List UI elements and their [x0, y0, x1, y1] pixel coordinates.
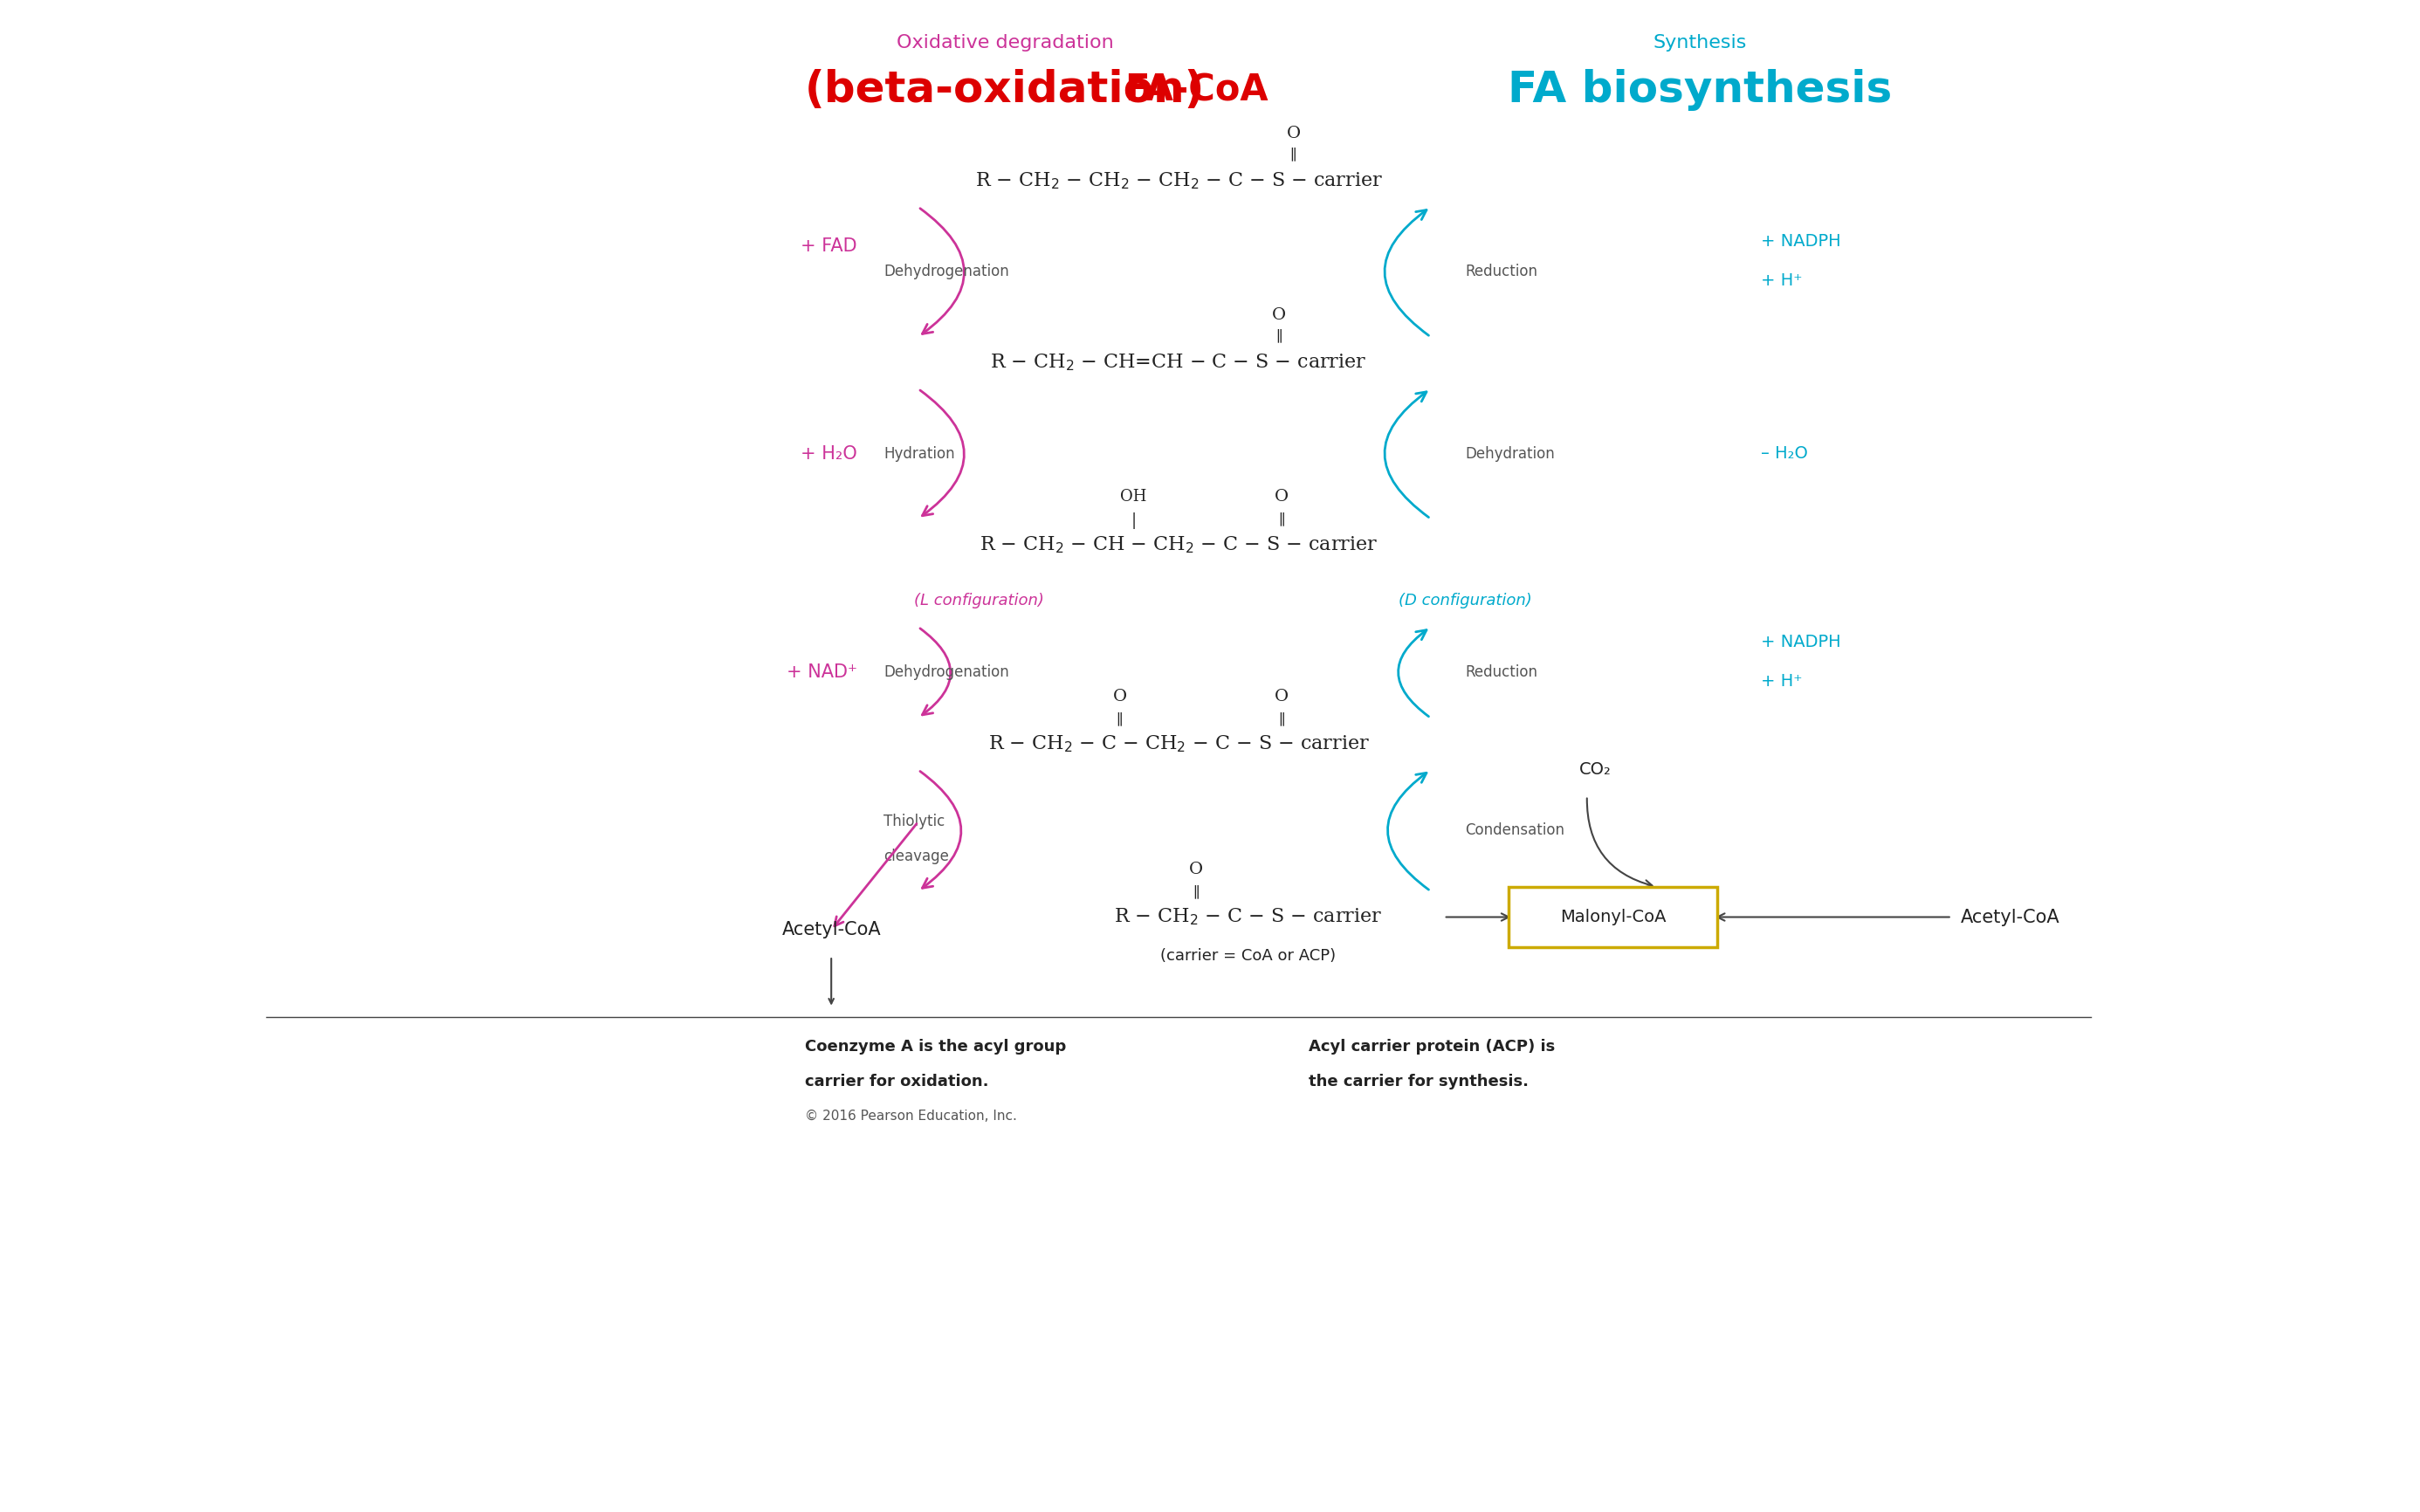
Text: R $-$ CH$_2$ $-$ C $-$ S $-$ carrier: R $-$ CH$_2$ $-$ C $-$ S $-$ carrier	[1113, 907, 1382, 927]
Text: Oxidative degradation: Oxidative degradation	[895, 33, 1113, 51]
FancyArrowPatch shape	[920, 771, 961, 888]
Text: the carrier for synthesis.: the carrier for synthesis.	[1309, 1074, 1529, 1090]
Text: |: |	[1130, 513, 1137, 529]
Text: + NADPH: + NADPH	[1762, 233, 1842, 249]
Text: + NAD⁺: + NAD⁺	[786, 664, 857, 682]
Text: Acetyl-CoA: Acetyl-CoA	[1960, 909, 2059, 925]
FancyArrowPatch shape	[1447, 913, 1508, 921]
Text: ∥: ∥	[1116, 712, 1123, 727]
FancyArrowPatch shape	[1588, 798, 1653, 888]
FancyArrowPatch shape	[920, 390, 963, 516]
Text: + FAD: + FAD	[801, 237, 857, 254]
Text: Dehydrogenation: Dehydrogenation	[883, 665, 1009, 680]
Text: CO₂: CO₂	[1580, 762, 1612, 779]
Text: ∥: ∥	[1278, 513, 1285, 528]
Text: © 2016 Pearson Education, Inc.: © 2016 Pearson Education, Inc.	[806, 1110, 1016, 1123]
Text: + H₂O: + H₂O	[801, 445, 857, 463]
Text: O: O	[1270, 307, 1285, 324]
Text: carrier for oxidation.: carrier for oxidation.	[806, 1074, 990, 1090]
Text: Malonyl-CoA: Malonyl-CoA	[1561, 909, 1665, 925]
Text: Dehydration: Dehydration	[1467, 446, 1556, 461]
Text: ∥: ∥	[1275, 330, 1283, 345]
Text: (L configuration): (L configuration)	[915, 593, 1043, 609]
FancyArrowPatch shape	[1399, 631, 1428, 717]
Text: ∥: ∥	[1193, 886, 1200, 900]
Text: (D configuration): (D configuration)	[1399, 593, 1532, 609]
Text: FA-CoA: FA-CoA	[1125, 71, 1268, 109]
Text: R $-$ CH$_2$ $-$ CH $-$ CH$_2$ $-$ C $-$ S $-$ carrier: R $-$ CH$_2$ $-$ CH $-$ CH$_2$ $-$ C $-$…	[980, 534, 1377, 555]
Text: Hydration: Hydration	[883, 446, 953, 461]
Text: – H₂O: – H₂O	[1762, 446, 1808, 463]
Text: Reduction: Reduction	[1467, 665, 1537, 680]
Text: (carrier = CoA or ACP): (carrier = CoA or ACP)	[1162, 948, 1336, 963]
FancyArrowPatch shape	[920, 209, 963, 334]
FancyArrowPatch shape	[1384, 392, 1428, 517]
Text: O: O	[1275, 490, 1287, 505]
FancyBboxPatch shape	[1508, 886, 1718, 948]
Text: R $-$ CH$_2$ $-$ C $-$ CH$_2$ $-$ C $-$ S $-$ carrier: R $-$ CH$_2$ $-$ C $-$ CH$_2$ $-$ C $-$ …	[987, 733, 1370, 754]
Text: R $-$ CH$_2$ $-$ CH=CH $-$ C $-$ S $-$ carrier: R $-$ CH$_2$ $-$ CH=CH $-$ C $-$ S $-$ c…	[990, 352, 1367, 373]
FancyArrowPatch shape	[1387, 773, 1428, 889]
Text: ∥: ∥	[1290, 148, 1297, 162]
Text: Thiolytic: Thiolytic	[883, 813, 944, 830]
Text: Synthesis: Synthesis	[1653, 33, 1747, 51]
FancyArrowPatch shape	[1718, 913, 1951, 921]
Text: + H⁺: + H⁺	[1762, 673, 1803, 689]
Text: ∥: ∥	[1278, 712, 1285, 727]
FancyArrowPatch shape	[920, 629, 951, 715]
Text: Dehydrogenation: Dehydrogenation	[883, 265, 1009, 280]
Text: O: O	[1188, 862, 1203, 877]
Text: Coenzyme A is the acyl group: Coenzyme A is the acyl group	[806, 1039, 1067, 1055]
Text: cleavage: cleavage	[883, 848, 949, 865]
Text: FA biosynthesis: FA biosynthesis	[1508, 70, 1892, 110]
Text: (beta-oxidation): (beta-oxidation)	[806, 70, 1205, 110]
Text: + NADPH: + NADPH	[1762, 634, 1842, 650]
Text: O: O	[1287, 125, 1300, 141]
Text: O: O	[1275, 688, 1287, 705]
FancyArrowPatch shape	[835, 824, 917, 925]
Text: Reduction: Reduction	[1467, 265, 1537, 280]
Text: Acetyl-CoA: Acetyl-CoA	[782, 921, 881, 939]
Text: Acyl carrier protein (ACP) is: Acyl carrier protein (ACP) is	[1309, 1039, 1556, 1055]
Text: Condensation: Condensation	[1467, 823, 1566, 838]
FancyArrowPatch shape	[1384, 210, 1428, 336]
Text: OH: OH	[1120, 490, 1147, 505]
Text: R $-$ CH$_2$ $-$ CH$_2$ $-$ CH$_2$ $-$ C $-$ S $-$ carrier: R $-$ CH$_2$ $-$ CH$_2$ $-$ CH$_2$ $-$ C…	[975, 171, 1382, 192]
Text: + H⁺: + H⁺	[1762, 272, 1803, 289]
Text: O: O	[1113, 688, 1128, 705]
